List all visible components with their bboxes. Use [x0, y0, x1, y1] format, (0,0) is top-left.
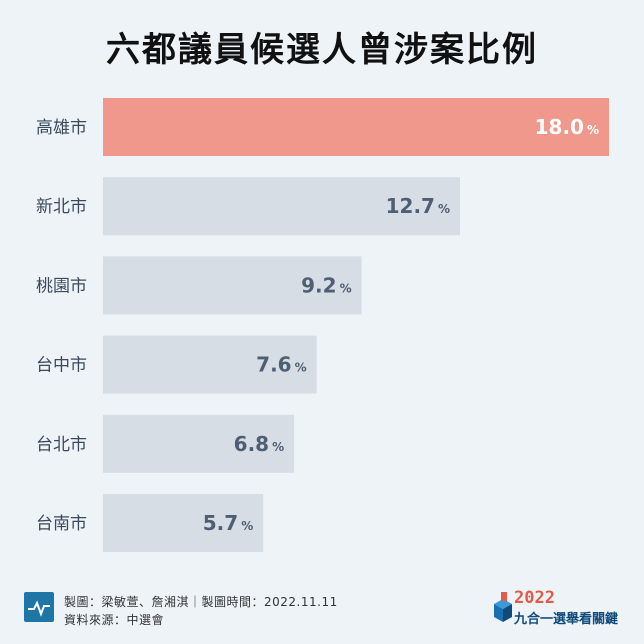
bar	[103, 98, 609, 156]
value-label: 18.0%	[535, 115, 599, 139]
category-label: 高雄市	[36, 118, 87, 138]
value-label: 9.2%	[301, 273, 351, 297]
brand-name: 九合一選舉看關鍵	[514, 612, 619, 627]
value-label: 7.6%	[256, 353, 306, 377]
brand-year: 2022	[514, 588, 555, 608]
bar	[103, 335, 317, 394]
bar	[103, 177, 461, 236]
value-label: 6.8%	[234, 432, 284, 456]
ballot-cube-icon	[494, 592, 512, 622]
category-label: 台南市	[36, 514, 87, 534]
data-source-line: 資料來源：中選會	[64, 613, 165, 627]
category-label: 新北市	[36, 197, 87, 217]
bar	[103, 256, 362, 315]
category-label: 桃園市	[36, 276, 87, 296]
bar	[103, 414, 295, 473]
bar	[103, 494, 264, 552]
value-label: 12.7%	[386, 194, 450, 218]
chart-title: 六都議員候選人曾涉案比例	[106, 30, 538, 70]
pulse-line-icon	[24, 592, 54, 622]
value-label: 5.7%	[203, 511, 253, 535]
bar-chart: 高雄市 18.0 % 新北市 12.7 % 桃園市 9.2 % 台中市 7.6 % 台北市 6.8 % 台南市…	[36, 98, 609, 552]
brand-logo: 2022 九合一選舉看關鍵	[492, 588, 622, 628]
category-label: 台北市	[36, 435, 87, 455]
category-label: 台中市	[36, 356, 87, 376]
credit-line: 製圖：梁敏萱、詹湘淇｜製圖時間：2022.11.11	[64, 595, 338, 609]
